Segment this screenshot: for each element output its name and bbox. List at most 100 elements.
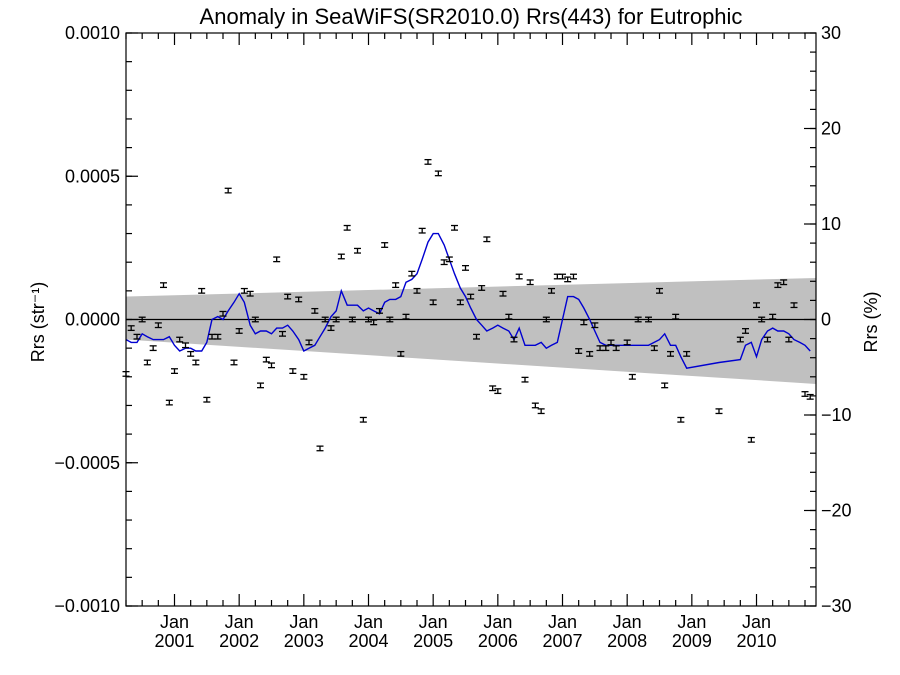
data-point-36 <box>316 445 324 452</box>
data-point-21 <box>235 328 243 334</box>
x-tick-label-month-7: Jan <box>613 612 642 632</box>
data-point-102 <box>683 350 691 357</box>
x-tick-label-month-6: Jan <box>548 612 577 632</box>
data-point-3 <box>138 316 146 323</box>
data-point-38 <box>327 325 335 332</box>
data-point-74 <box>521 376 529 383</box>
x-tick-label-month-1: Jan <box>225 612 254 632</box>
y-axis-label-right: Rrs (%) <box>861 292 881 353</box>
data-point-47 <box>375 307 383 314</box>
data-point-63 <box>462 264 470 271</box>
data-point-26 <box>262 356 270 363</box>
data-point-56 <box>424 158 432 165</box>
data-point-30 <box>284 293 292 300</box>
data-point-44 <box>359 416 367 423</box>
x-tick-label-year-8: 2009 <box>672 631 712 651</box>
x-tick-label-month-8: Jan <box>677 612 706 632</box>
data-point-34 <box>305 339 313 346</box>
data-point-72 <box>510 336 518 343</box>
data-point-104 <box>736 336 744 343</box>
data-point-13 <box>192 359 200 366</box>
data-point-96 <box>650 345 658 352</box>
data-point-1 <box>127 325 135 332</box>
data-point-82 <box>564 276 572 283</box>
data-point-45 <box>365 316 373 323</box>
data-point-98 <box>661 382 669 389</box>
data-point-79 <box>548 287 556 294</box>
data-point-97 <box>656 287 664 294</box>
data-point-103 <box>715 408 723 415</box>
data-point-86 <box>586 350 594 357</box>
data-point-8 <box>165 399 173 406</box>
y-right-tick-label-5: −20 <box>821 501 852 521</box>
data-point-58 <box>434 170 442 177</box>
x-tick-label-month-5: Jan <box>483 612 512 632</box>
data-point-20 <box>230 359 238 366</box>
x-tick-label-year-6: 2007 <box>542 631 582 651</box>
data-point-94 <box>634 316 642 323</box>
data-point-11 <box>181 342 189 349</box>
data-points-layer <box>122 158 814 452</box>
data-point-85 <box>580 319 588 326</box>
y-right-tick-label-2: 10 <box>821 214 841 234</box>
data-point-6 <box>154 322 162 329</box>
x-tick-label-month-2: Jan <box>289 612 318 632</box>
x-tick-label-year-2: 2003 <box>284 631 324 651</box>
data-point-39 <box>332 316 340 323</box>
x-tick-label-month-4: Jan <box>419 612 448 632</box>
data-point-19 <box>224 187 232 194</box>
data-point-57 <box>429 299 437 306</box>
data-point-91 <box>612 345 620 352</box>
x-tick-label-year-5: 2006 <box>478 631 518 651</box>
data-point-106 <box>747 436 755 443</box>
data-point-68 <box>489 385 497 392</box>
data-point-53 <box>408 270 416 277</box>
data-point-77 <box>537 408 545 415</box>
y-left-tick-label-2: 0.0000 <box>65 310 120 330</box>
y-left-tick-label-4: −0.0010 <box>54 596 120 616</box>
data-point-87 <box>591 322 599 329</box>
data-point-76 <box>531 402 539 409</box>
data-point-23 <box>246 290 254 297</box>
data-point-90 <box>607 339 615 346</box>
data-point-35 <box>311 307 319 314</box>
data-point-89 <box>602 345 610 352</box>
trend-line <box>125 232 811 369</box>
data-point-115 <box>801 391 809 397</box>
y-left-tick-label-3: −0.0005 <box>54 453 120 473</box>
y-right-tick-label-4: −10 <box>821 405 852 425</box>
data-point-83 <box>569 273 577 280</box>
data-point-67 <box>483 236 491 243</box>
data-point-17 <box>214 333 222 340</box>
y-right-tick-label-1: 20 <box>821 119 841 139</box>
data-point-110 <box>769 313 777 320</box>
data-point-114 <box>790 302 798 309</box>
data-point-43 <box>354 247 362 254</box>
data-point-99 <box>666 350 674 357</box>
data-point-22 <box>240 287 248 294</box>
data-point-41 <box>343 224 351 231</box>
data-point-14 <box>198 287 206 294</box>
x-tick-label-year-4: 2005 <box>413 631 453 651</box>
data-point-37 <box>321 316 329 323</box>
data-point-95 <box>645 316 653 323</box>
data-point-60 <box>445 256 453 263</box>
x-tick-label-year-3: 2004 <box>348 631 388 651</box>
data-point-40 <box>337 253 345 260</box>
x-tick-label-year-1: 2002 <box>219 631 259 651</box>
data-point-101 <box>677 416 685 423</box>
data-point-25 <box>257 382 265 389</box>
data-point-64 <box>467 293 475 300</box>
data-point-29 <box>278 330 286 337</box>
data-point-49 <box>386 316 394 323</box>
data-point-112 <box>780 279 788 286</box>
y-left-tick-label-1: 0.0005 <box>65 166 120 186</box>
data-point-24 <box>251 316 259 323</box>
data-point-7 <box>160 282 168 289</box>
data-point-33 <box>300 373 308 380</box>
data-point-84 <box>575 348 583 354</box>
data-point-46 <box>370 319 378 326</box>
data-point-51 <box>397 350 405 357</box>
data-point-66 <box>478 285 486 291</box>
data-point-109 <box>763 336 771 343</box>
